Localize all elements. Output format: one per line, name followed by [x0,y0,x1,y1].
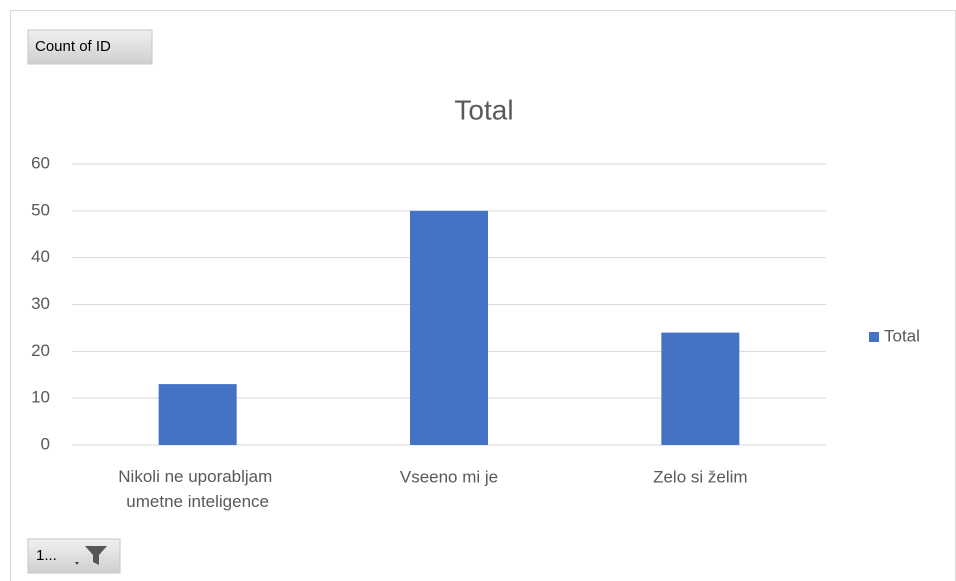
y-tick-label: 30 [31,294,50,313]
bar [661,332,740,445]
y-tick-label: 60 [31,153,50,172]
value-field-button-label: Count of ID [35,38,111,55]
bar [158,384,237,445]
legend-swatch [869,332,879,342]
x-tick-label: Nikoli ne uporabljam umetne inteligence [118,467,277,511]
filter-icon [85,546,107,565]
chart-title: Total [454,94,513,125]
y-tick-label: 50 [31,200,50,219]
axis-field-button[interactable] [27,538,121,574]
legend-label: Total [884,326,920,345]
y-tick-label: 20 [31,341,50,360]
x-tick-label: Vseeno mi je [400,467,498,486]
y-tick-label: 0 [41,434,50,453]
dropdown-arrow [75,562,79,565]
axis-field-button-label: 1... [36,547,57,564]
bar [410,210,488,445]
y-tick-label: 10 [31,388,50,407]
x-tick-label: Zelo si želim [653,467,747,486]
y-tick-label: 40 [31,247,50,266]
value-field-button[interactable] [27,29,153,65]
